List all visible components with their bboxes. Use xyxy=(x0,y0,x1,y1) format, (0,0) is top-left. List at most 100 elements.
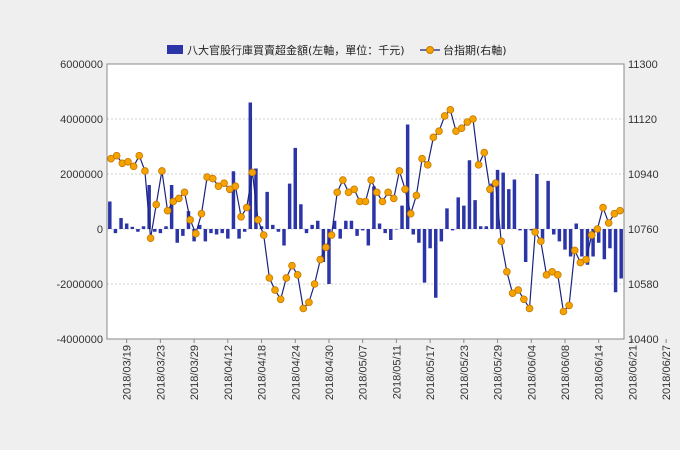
line-point xyxy=(299,304,308,313)
line-point xyxy=(209,174,217,183)
bar xyxy=(529,229,534,231)
left-tick-label: -4000000 xyxy=(57,334,104,346)
x-tick-label: 2018/05/17 xyxy=(425,345,437,400)
line-point xyxy=(520,295,528,304)
line-point xyxy=(525,304,534,313)
line-point xyxy=(129,162,138,171)
legend-bar-label: 八大官股行庫買賣超金額(左軸，單位：千元) xyxy=(187,43,405,57)
line-point xyxy=(158,167,166,175)
bar xyxy=(608,229,612,249)
right-tick-label: 10940 xyxy=(628,169,659,181)
bar xyxy=(344,220,348,229)
bar xyxy=(523,229,528,262)
bar xyxy=(484,226,489,229)
x-tick-label: 2018/05/07 xyxy=(358,345,370,400)
line-point xyxy=(192,229,200,238)
bar xyxy=(405,124,410,229)
right-tick-label: 10580 xyxy=(628,279,659,291)
line-point xyxy=(242,203,251,212)
bar xyxy=(175,229,179,243)
bar xyxy=(557,229,562,242)
line-point xyxy=(135,151,144,160)
bar xyxy=(417,229,421,243)
right-axis-ticks: 11300 11120 10940 10760 10580 10400 xyxy=(628,59,659,346)
bar xyxy=(203,229,208,242)
bar xyxy=(287,183,292,229)
x-tick-label: 2018/04/18 xyxy=(257,345,269,400)
left-tick-label: 2000000 xyxy=(60,169,103,181)
line-point xyxy=(350,185,358,194)
bar xyxy=(237,229,241,239)
line-point xyxy=(497,237,506,246)
bar xyxy=(507,189,511,229)
bar xyxy=(473,200,477,229)
line-point xyxy=(220,179,228,187)
x-tick-label: 2018/03/29 xyxy=(189,345,201,400)
line-point xyxy=(616,206,624,215)
bar xyxy=(422,229,427,283)
bar xyxy=(585,229,590,265)
bar xyxy=(456,197,460,229)
bar xyxy=(462,205,466,229)
line-point xyxy=(322,243,330,252)
line-point xyxy=(124,157,132,166)
bar xyxy=(315,220,320,229)
bar xyxy=(153,229,157,232)
bar xyxy=(209,229,213,234)
x-tick-label: 2018/04/24 xyxy=(290,345,302,400)
left-axis-ticks: 6000000 4000000 2000000 0 -2000000 -4000000 xyxy=(57,59,104,346)
bar xyxy=(568,229,573,257)
line-point xyxy=(565,301,573,310)
bar xyxy=(563,229,567,250)
right-tick-label: 11300 xyxy=(628,59,658,71)
line-point xyxy=(401,185,409,194)
bar xyxy=(327,229,331,284)
line-point xyxy=(237,212,245,221)
bar xyxy=(450,229,455,231)
bar xyxy=(478,226,483,229)
line-point xyxy=(339,176,347,184)
bar xyxy=(338,229,342,239)
line-point xyxy=(429,133,438,142)
line-point xyxy=(593,225,602,233)
bar xyxy=(445,208,449,229)
bar xyxy=(552,229,556,235)
bar xyxy=(546,180,550,229)
bar xyxy=(400,205,404,229)
x-tick-label: 2018/06/08 xyxy=(560,345,572,400)
bar xyxy=(113,229,118,234)
line-point xyxy=(373,188,381,197)
bar xyxy=(231,171,236,229)
line-point xyxy=(146,234,155,242)
line-point xyxy=(186,216,194,224)
line-point xyxy=(316,255,325,264)
line-point xyxy=(384,188,392,197)
line-point xyxy=(531,228,539,236)
bar xyxy=(181,229,185,236)
line-series xyxy=(107,106,624,316)
bar xyxy=(226,229,230,239)
x-tick-label: 2018/05/23 xyxy=(459,345,471,400)
bar xyxy=(220,229,224,234)
line-point xyxy=(197,209,206,218)
bar xyxy=(613,229,618,293)
bar xyxy=(490,183,494,229)
line-point xyxy=(486,185,494,194)
line-point xyxy=(599,203,607,212)
plot-border xyxy=(106,63,625,340)
line-point xyxy=(282,274,291,282)
bar xyxy=(310,224,314,229)
line-point xyxy=(276,295,285,304)
line-point xyxy=(254,216,262,224)
line-point xyxy=(333,188,342,197)
line-point xyxy=(446,106,455,114)
left-tick-label: -2000000 xyxy=(57,279,104,291)
line-point xyxy=(604,219,613,227)
bar xyxy=(619,229,623,279)
line-point xyxy=(327,231,336,239)
bar xyxy=(512,179,517,229)
line-point xyxy=(395,167,404,175)
line-point xyxy=(480,148,489,157)
bar xyxy=(147,185,151,229)
line-point xyxy=(265,274,274,282)
